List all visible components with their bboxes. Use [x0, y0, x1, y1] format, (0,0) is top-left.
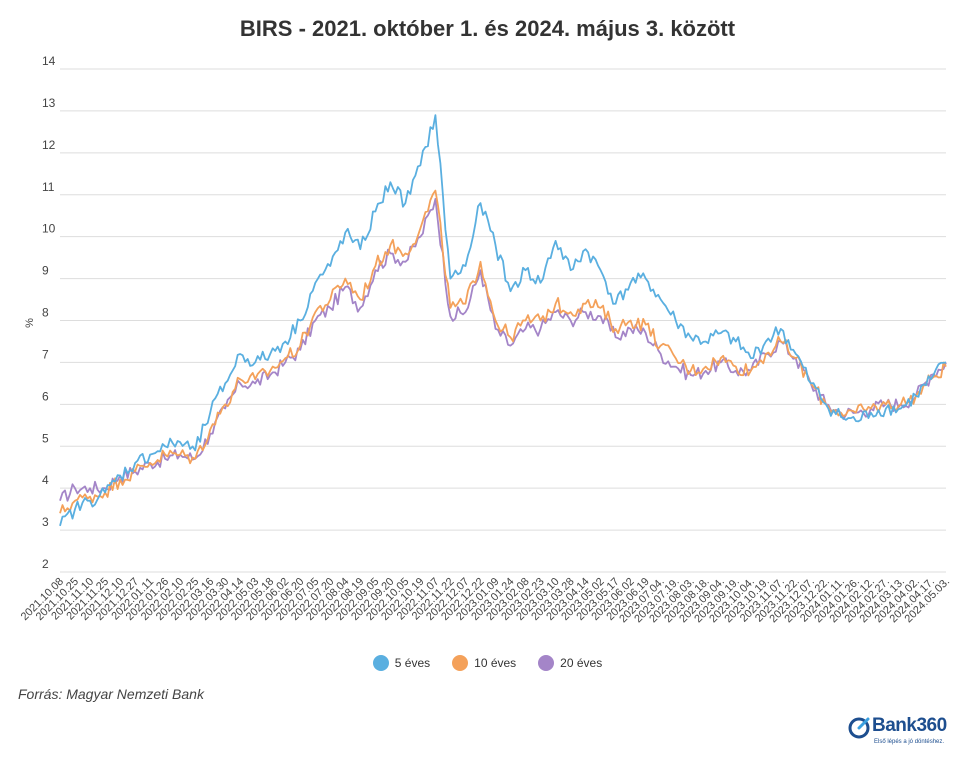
- y-tick-label: 13: [42, 96, 56, 110]
- bank360-logo[interactable]: Bank360 Első lépés a jó döntéshez.: [848, 715, 948, 755]
- source-note: Forrás: Magyar Nemzeti Bank: [18, 686, 204, 702]
- logo-mark-icon: [848, 717, 870, 739]
- logo-name: Bank360: [872, 715, 947, 736]
- series-line-10-éves[interactable]: [59, 189, 947, 514]
- legend-item-10y[interactable]: 10 éves: [452, 655, 516, 671]
- y-tick-label: 4: [42, 473, 49, 487]
- y-tick-label: 14: [42, 54, 56, 68]
- legend-swatch-10y: [452, 655, 469, 671]
- y-tick-label: 3: [42, 515, 49, 529]
- y-tick-label: 12: [42, 138, 56, 152]
- y-tick-label: 5: [42, 431, 49, 445]
- legend-label-10y: 10 éves: [474, 656, 517, 670]
- y-tick-label: 11: [42, 180, 55, 194]
- legend-item-5y[interactable]: 5 éves: [372, 655, 431, 671]
- y-tick-label: 7: [42, 347, 49, 361]
- series-line-20-éves[interactable]: [59, 198, 947, 502]
- legend-item-20y[interactable]: 20 éves: [538, 655, 602, 671]
- y-tick-label: 2: [42, 557, 49, 571]
- legend: 5 éves 10 éves 20 éves: [0, 655, 975, 671]
- logo-tagline: Első lépés a jó döntéshez.: [874, 739, 945, 745]
- series-line-5-éves[interactable]: [59, 114, 947, 527]
- legend-label-20y: 20 éves: [560, 656, 603, 670]
- legend-swatch-20y: [538, 655, 555, 671]
- chart-title: BIRS - 2021. október 1. és 2024. május 3…: [239, 16, 736, 41]
- y-tick-label: 6: [42, 389, 49, 403]
- y-axis-label: %: [24, 318, 36, 328]
- y-tick-label: 10: [42, 222, 56, 236]
- legend-swatch-5y: [372, 655, 389, 671]
- legend-label-5y: 5 éves: [394, 656, 431, 670]
- y-tick-label: 8: [42, 306, 49, 320]
- y-tick-label: 9: [42, 264, 49, 278]
